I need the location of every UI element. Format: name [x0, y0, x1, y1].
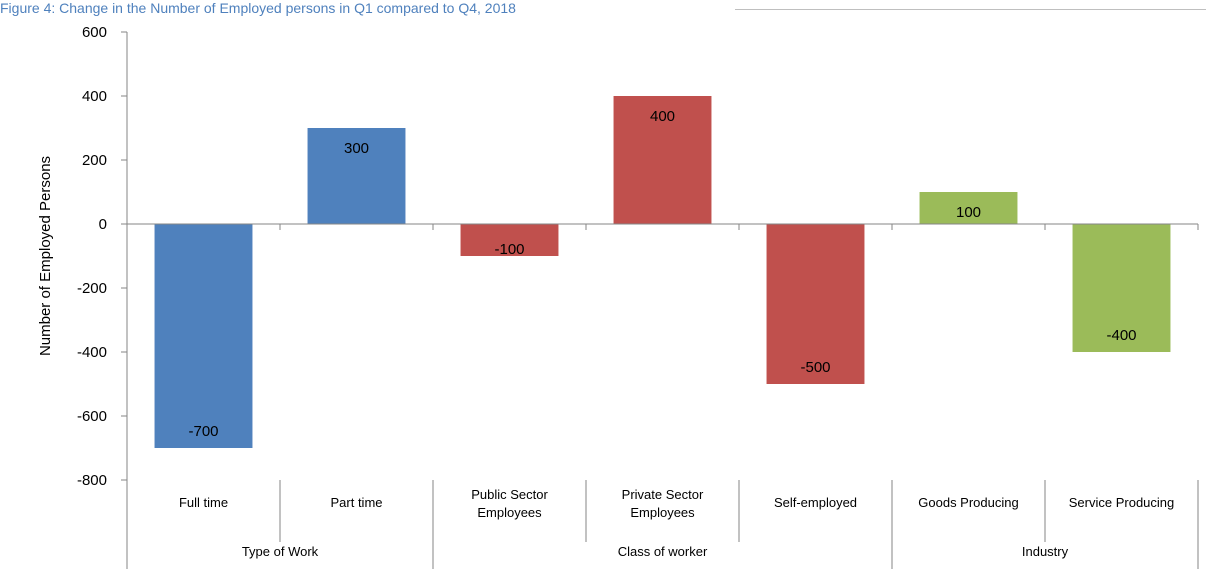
category-label: Private Sector [622, 487, 704, 502]
category-label: Public Sector [471, 487, 548, 502]
category-label: Employees [477, 505, 542, 520]
title-divider [735, 9, 1206, 10]
category-label: Goods Producing [918, 495, 1018, 510]
bar-1 [154, 224, 253, 448]
y-tick-label: 200 [82, 152, 107, 169]
bar-3 [460, 224, 559, 256]
y-tick-label: 400 [82, 88, 107, 105]
y-axis-title: Number of Employed Persons [37, 156, 54, 356]
data-label-5: -500 [800, 359, 830, 376]
y-tick-label: 600 [82, 24, 107, 41]
axes-layer [121, 31, 1199, 569]
data-label-7: -400 [1106, 327, 1136, 344]
category-label: Service Producing [1069, 495, 1175, 510]
category-label: Full time [179, 495, 228, 510]
y-tick-label: -800 [77, 472, 107, 489]
y-tick-label: -400 [77, 344, 107, 361]
category-label: Self-employed [774, 495, 857, 510]
chart-title: Figure 4: Change in the Number of Employ… [0, 0, 516, 16]
data-label-2: 300 [344, 140, 369, 157]
y-tick-label: -600 [77, 408, 107, 425]
data-label-4: 400 [650, 108, 675, 125]
data-label-6: 100 [956, 204, 981, 221]
labels-layer: 600 400 200 0 -200 -400 -600 -800 Full time Part … [37, 24, 1174, 559]
group-label: Industry [1022, 544, 1069, 559]
category-label: Employees [630, 505, 695, 520]
group-label: Class of worker [618, 544, 708, 559]
bars-layer [154, 96, 1171, 448]
bar-2 [307, 128, 406, 224]
y-tick-label: 0 [99, 216, 107, 233]
bar-4 [613, 96, 712, 224]
category-label: Part time [330, 495, 382, 510]
data-label-1: -700 [188, 423, 218, 440]
y-tick-label: -200 [77, 280, 107, 297]
bar-5 [766, 224, 865, 384]
bar-7 [1072, 224, 1171, 352]
data-label-3: -100 [494, 241, 524, 258]
bar-6 [919, 192, 1018, 224]
group-label: Type of Work [242, 544, 319, 559]
